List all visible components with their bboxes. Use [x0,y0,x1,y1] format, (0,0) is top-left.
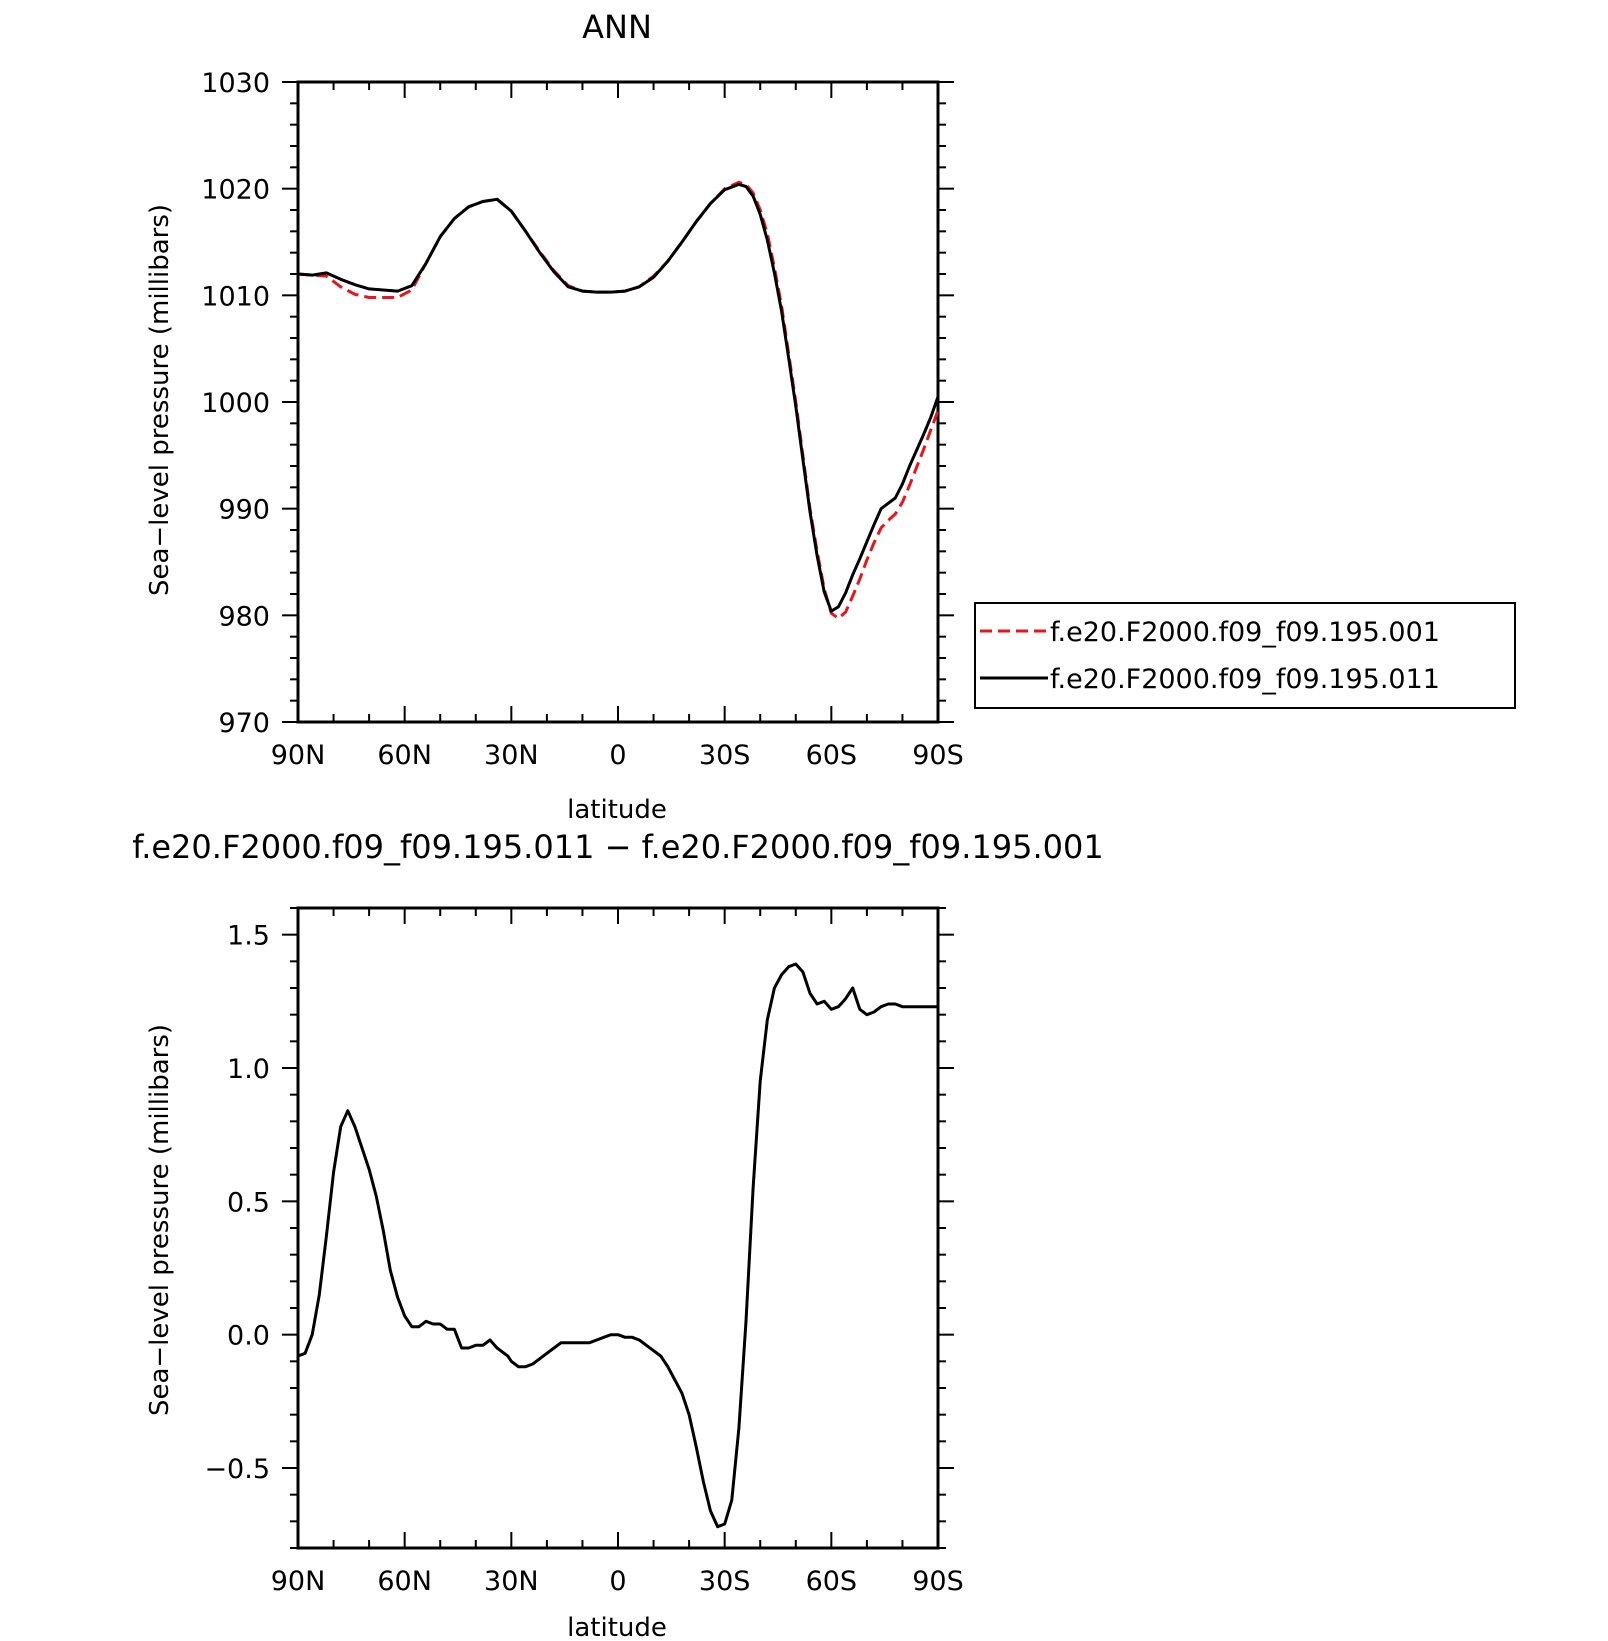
bottom-chart-title: f.e20.F2000.f09_f09.195.011 − f.e20.F200… [132,828,1104,866]
top-x-tick-label: 0 [609,740,626,771]
legend-label-001: f.e20.F2000.f09_f09.195.001 [1050,617,1440,648]
top-x-tick-label: 90S [912,740,964,771]
bottom-y-tick-label: 0.0 [227,1321,270,1352]
top-y-tick-label: 1010 [201,281,270,312]
legend: f.e20.F2000.f09_f09.195.001 f.e20.F2000.… [974,602,1516,709]
legend-label-011: f.e20.F2000.f09_f09.195.011 [1050,664,1440,695]
bottom-y-axis-label: Sea−level pressure (millibars) [145,1024,175,1416]
legend-box [974,602,1516,709]
bottom-y-tick-label: −0.5 [204,1454,270,1485]
top-y-tick-label: 970 [218,708,270,739]
bottom-y-tick-label: 1.5 [227,921,270,952]
bottom-plot-area: 90N 60N 30N 0 30S 60S 90S −0.5 0.0 0.5 1.0 1.5 [204,906,964,1597]
top-y-tick-label: 990 [218,495,270,526]
top-y-tick-label: 980 [218,601,270,632]
bottom-x-tick-label: 0 [609,1566,626,1597]
bottom-x-axis-label: latitude [567,1613,667,1641]
top-x-tick-label: 30N [484,740,539,771]
bottom-chart: f.e20.F2000.f09_f09.195.011 − f.e20.F200… [132,828,1104,1641]
bottom-y-tick-label: 1.0 [227,1054,270,1085]
top-x-tick-label: 60N [377,740,432,771]
top-y-tick-label: 1020 [201,175,270,206]
top-chart-title: ANN [582,8,652,46]
top-y-axis-label: Sea−level pressure (millibars) [145,204,175,596]
bottom-x-tick-label: 90N [271,1566,326,1597]
top-x-tick-label: 60S [806,740,858,771]
top-x-tick-label: 90N [271,740,326,771]
top-chart: ANN 90N 60N 30N 0 30S 60S 90S 970 980 990 1000 1010… [145,8,1516,825]
bottom-x-tick-label: 90S [912,1566,964,1597]
bottom-x-tick-label: 30N [484,1566,539,1597]
bottom-y-tick-label: 0.5 [227,1187,270,1218]
bottom-x-tick-label: 30S [699,1566,751,1597]
top-y-tick-label: 1030 [201,68,270,99]
top-plot-area: 90N 60N 30N 0 30S 60S 90S 970 980 990 1000 1010 1020… [201,68,963,771]
top-series-line-1 [297,182,940,613]
top-x-tick-label: 30S [699,740,751,771]
bottom-x-tick-label: 60N [377,1566,432,1597]
top-x-axis-label: latitude [567,795,667,825]
top-y-tick-label: 1000 [201,388,270,419]
bottom-series-line-0 [297,962,938,1529]
bottom-x-tick-label: 60S [806,1566,858,1597]
